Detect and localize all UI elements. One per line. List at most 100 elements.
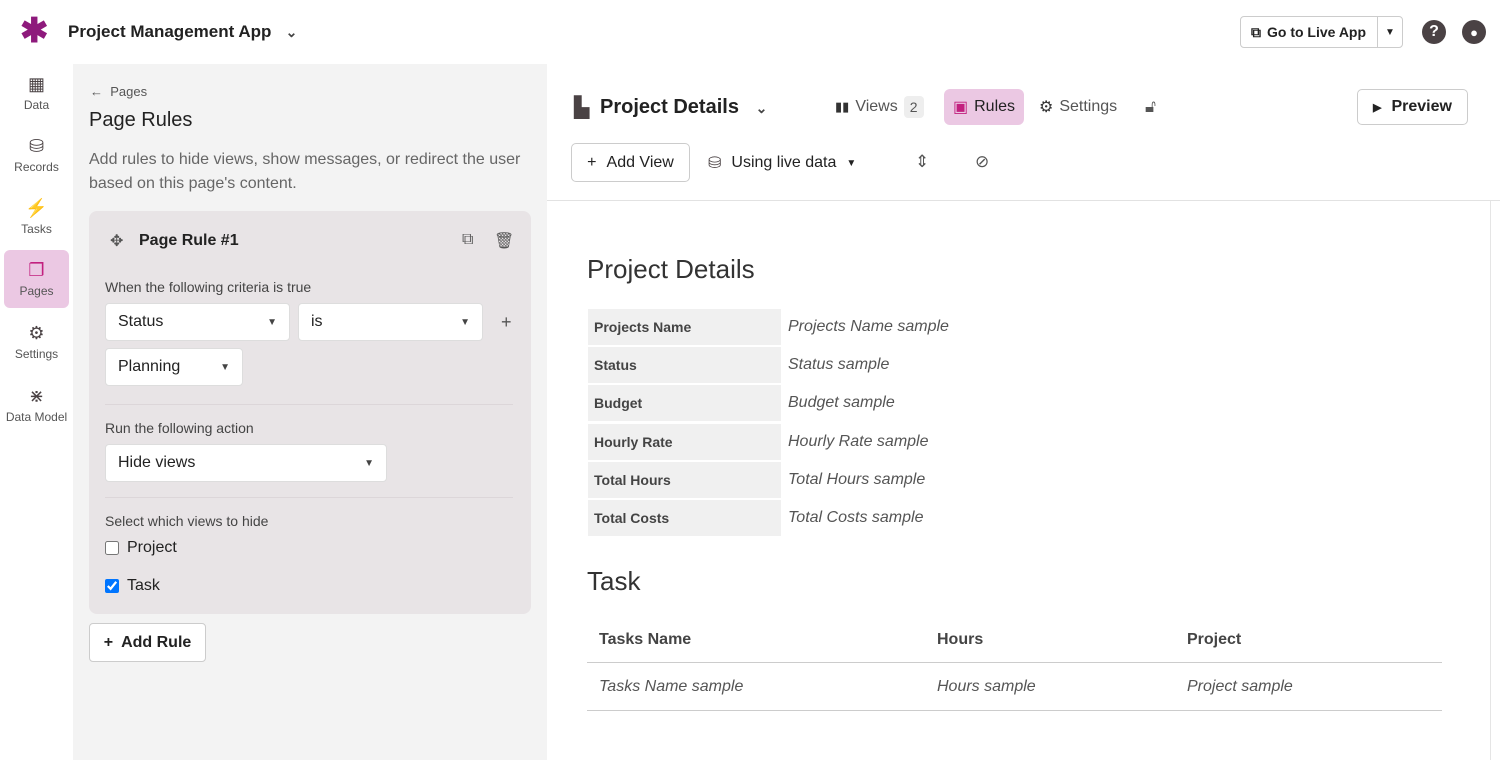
gear-icon: ⚙: [1039, 99, 1054, 116]
column-header: Project: [1187, 630, 1242, 648]
value-select[interactable]: Planning ▼: [105, 348, 243, 386]
database-icon: ⛁: [28, 136, 45, 156]
field-label: Total Hours: [588, 461, 781, 498]
table-cell: Tasks Name sample: [599, 677, 744, 695]
views-count-badge: 2: [903, 96, 924, 118]
nav-label: Pages: [19, 284, 54, 298]
field-value: Budget sample: [788, 394, 895, 412]
preview-button[interactable]: ▶ Preview: [1357, 89, 1468, 125]
gear-icon: ⚙: [28, 323, 45, 343]
sidebar-item-data-model[interactable]: ⋇ Data Model: [4, 376, 69, 434]
action-select[interactable]: Hide views ▼: [105, 444, 387, 482]
field-label: Status: [588, 347, 781, 384]
trash-icon[interactable]: 🗑: [494, 233, 515, 250]
page-switcher[interactable]: Project Details ⌄: [600, 96, 767, 119]
panel-description: Add rules to hide views, show messages, …: [89, 151, 521, 192]
plus-icon: +: [103, 633, 114, 651]
app-logo-icon: ✱: [20, 12, 49, 50]
view-checkbox-project[interactable]: Project: [105, 539, 177, 557]
go-live-button[interactable]: ⧉ Go to Live App: [1241, 17, 1378, 47]
back-to-pages-link[interactable]: ← Pages: [90, 84, 148, 99]
caret-down-icon: ▼: [220, 361, 230, 373]
go-live-dropdown[interactable]: ▼: [1385, 26, 1395, 38]
data-model-icon: ⋇: [28, 386, 45, 406]
column-header: Tasks Name: [599, 630, 692, 648]
views-icon: ▮▮: [835, 99, 850, 114]
view-checkbox-task[interactable]: Task: [105, 577, 160, 595]
sidebar-item-settings[interactable]: ⚙ Settings: [4, 313, 69, 371]
caret-down-icon: ▼: [267, 316, 277, 328]
checkbox-label: Project: [127, 539, 177, 556]
field-label: Hourly Rate: [588, 423, 781, 460]
app-title: Project Management App: [68, 22, 272, 41]
page-header: [547, 64, 1500, 201]
field-select[interactable]: Status ▼: [105, 303, 290, 341]
database-icon: ⛁: [708, 155, 722, 172]
field-value: Projects Name sample: [788, 318, 949, 335]
rule-title: Page Rule #1: [139, 232, 239, 249]
details-title: Project Details: [587, 254, 755, 284]
field-value: Status sample: [788, 356, 890, 374]
account-icon[interactable]: ●: [1462, 20, 1486, 44]
divider: [105, 404, 513, 405]
rules-icon: ▣: [953, 99, 969, 116]
add-rule-button[interactable]: + Add Rule: [89, 623, 206, 662]
spacing-icon[interactable]: ⇕: [915, 152, 930, 171]
go-live-group: ⧉ Go to Live App ▼: [1240, 16, 1403, 48]
sidebar-item-tasks[interactable]: ⚡ Tasks: [4, 188, 69, 246]
data-source-dropdown[interactable]: ⛁ Using live data ▼: [708, 153, 856, 173]
table-icon: ▦: [27, 74, 45, 94]
preview-label: Preview: [1391, 98, 1452, 115]
lock-icon[interactable]: 🔓︎: [1145, 97, 1157, 116]
hide-labels-icon[interactable]: ⊘: [975, 152, 990, 171]
plus-icon: +: [587, 153, 597, 171]
table-row: Tasks Name sample Hours sample Project sam…: [587, 663, 1442, 711]
detail-field-row: Budget Budget sample: [588, 385, 1148, 422]
value-value: Planning: [118, 358, 181, 375]
chevron-down-icon: ⌄: [285, 24, 298, 40]
field-value: Total Hours sample: [788, 470, 926, 488]
nav-label: Settings: [14, 347, 59, 361]
nav-label: Records: [14, 160, 59, 174]
checkbox[interactable]: [105, 579, 119, 593]
detail-field-row: Hourly Rate Hourly Rate sample: [588, 423, 1148, 460]
views-label: Select which views to hide: [105, 513, 269, 529]
sidebar-item-records[interactable]: ⛁ Records: [4, 126, 69, 184]
panel-title: Page Rules: [89, 109, 193, 131]
tab-label: Views: [855, 98, 898, 115]
operator-select[interactable]: is ▼: [298, 303, 483, 341]
divider: [105, 497, 513, 498]
bolt-icon: ⚡: [25, 198, 48, 218]
sidebar-nav: ▦ Data ⛁ Records ⚡ Tasks ❐ Pages ⚙ Settings ⋇…: [0, 64, 73, 760]
sidebar-item-data[interactable]: ▦ Data: [4, 64, 69, 122]
copy-icon[interactable]: ⧉: [462, 231, 474, 248]
caret-down-icon: ▼: [364, 457, 374, 469]
checkbox-label: Task: [127, 577, 160, 594]
tab-settings[interactable]: ⚙ Settings: [1030, 89, 1126, 125]
nav-label: Data: [23, 98, 50, 112]
scrollbar[interactable]: [1490, 201, 1500, 760]
field-label: Budget: [588, 385, 781, 422]
criteria-label: When the following criteria is true: [105, 279, 312, 295]
page-name: Project Details: [600, 96, 739, 118]
field-label: Projects Name: [588, 309, 781, 345]
tab-label: Rules: [974, 98, 1016, 115]
checkbox[interactable]: [105, 541, 119, 555]
detail-field-row: Projects Name Projects Name sample: [588, 309, 1148, 345]
task-title: Task: [587, 566, 641, 596]
drag-handle-icon[interactable]: ✥: [110, 233, 124, 250]
add-criteria-icon[interactable]: +: [501, 312, 512, 332]
field-value: Total Costs sample: [788, 509, 924, 526]
table-cell: Hours sample: [937, 677, 1036, 695]
add-view-button[interactable]: + Add View: [571, 143, 690, 182]
tab-views[interactable]: ▮▮ Views 2: [826, 89, 933, 125]
app-switcher[interactable]: Project Management App ⌄: [68, 22, 297, 42]
column-header: Hours: [937, 630, 984, 648]
external-link-icon: ⧉: [1251, 23, 1261, 40]
field-value: Hourly Rate sample: [788, 432, 929, 450]
sidebar-item-pages[interactable]: ❐ Pages: [4, 250, 69, 308]
nav-label: Data Model: [5, 410, 68, 424]
help-icon[interactable]: ?: [1422, 20, 1446, 44]
tab-rules[interactable]: ▣ Rules: [944, 89, 1025, 125]
detail-field-row: Status Status sample: [588, 347, 1148, 384]
